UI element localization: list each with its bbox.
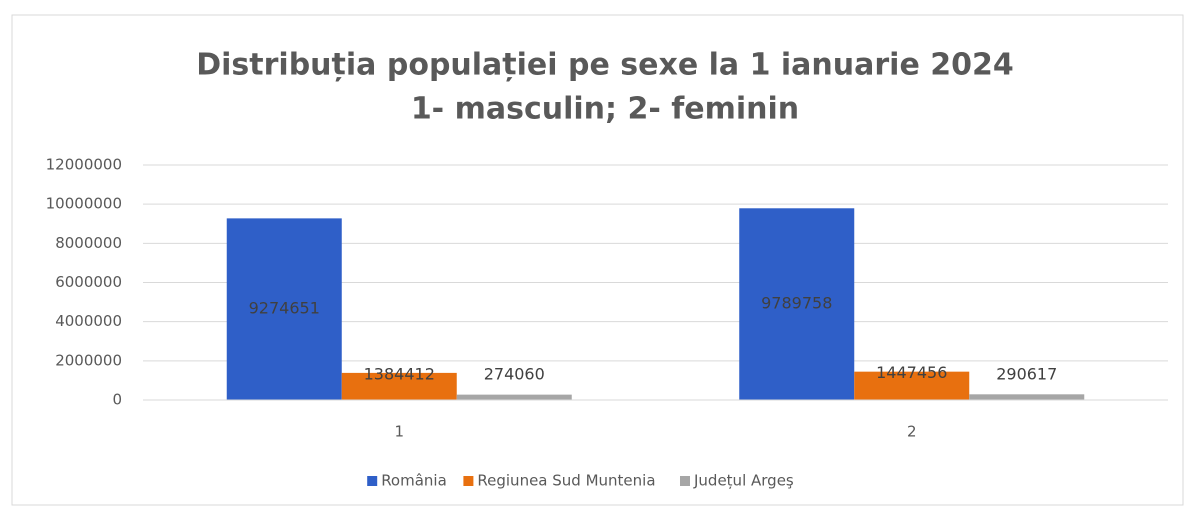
- legend-swatch: [463, 476, 474, 486]
- data-label: 274060: [484, 365, 545, 384]
- chart-frame: [11, 14, 1184, 506]
- y-tick-label: 12000000: [46, 156, 122, 174]
- y-tick-label: 0: [112, 391, 122, 409]
- legend-swatch: [680, 476, 690, 486]
- legend-label: România: [381, 472, 447, 490]
- y-tick-label: 2000000: [55, 351, 122, 369]
- data-label: 9274651: [249, 299, 320, 318]
- legend-label: Regiunea Sud Muntenia: [477, 472, 655, 490]
- bar: [226, 218, 342, 400]
- data-label: 290617: [996, 365, 1057, 384]
- data-label: 9789758: [761, 294, 832, 313]
- legend-label: Județul Argeş: [693, 472, 794, 490]
- bar: [341, 372, 457, 400]
- bar: [969, 394, 1085, 400]
- chart-title: 1- masculin; 2- feminin: [411, 92, 799, 127]
- bar: [854, 371, 970, 400]
- y-tick-label: 6000000: [55, 273, 122, 291]
- y-tick-label: 10000000: [46, 195, 122, 213]
- legend-swatch: [367, 476, 378, 486]
- bar: [739, 208, 855, 400]
- chart-title: Distribuția populației pe sexe la 1 ianu…: [196, 48, 1014, 83]
- y-tick-label: 8000000: [55, 234, 122, 252]
- data-label: 1447456: [876, 363, 947, 382]
- x-tick-label: 1: [394, 423, 404, 441]
- x-tick-label: 2: [907, 423, 917, 441]
- y-tick-label: 4000000: [55, 312, 122, 330]
- data-label: 1384412: [364, 364, 435, 383]
- bar: [456, 394, 572, 400]
